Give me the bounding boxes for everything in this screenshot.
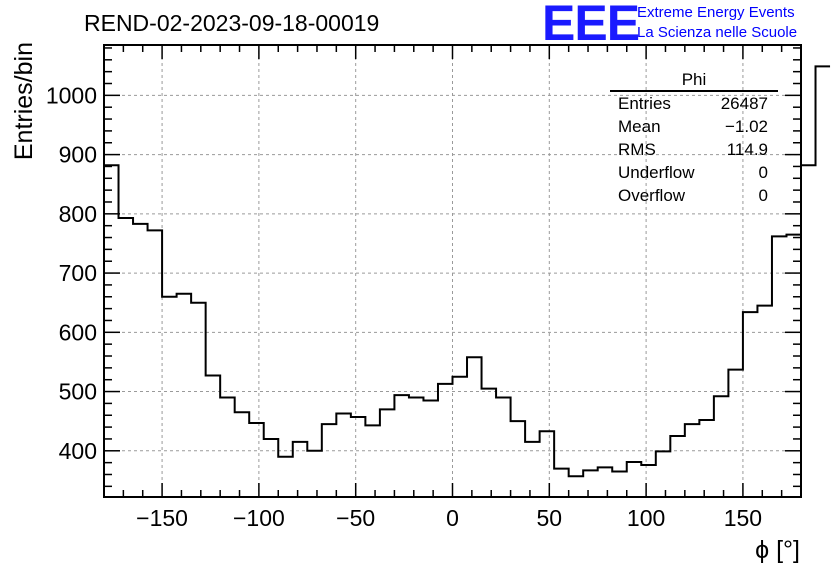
stats-title: Phi <box>610 70 778 92</box>
stats-label: Overflow <box>618 186 686 205</box>
x-tick-label: −50 <box>336 505 375 531</box>
y-tick-label: 700 <box>59 260 97 286</box>
y-axis-title: Entries/bin <box>10 42 38 160</box>
x-tick-label: −150 <box>136 505 188 531</box>
x-tick-label: 150 <box>724 505 762 531</box>
stats-box: Phi Entries 26487 Mean −1.02 RMS 114.9 U… <box>610 70 778 207</box>
stats-label: Mean <box>618 117 661 136</box>
page-title: REND-02-2023-09-18-00019 <box>84 10 380 36</box>
stats-row: Underflow 0 <box>610 161 778 184</box>
y-tick-labels: 400 500 600 700 800 900 1000 <box>46 82 97 463</box>
stats-value: −1.02 <box>724 117 768 136</box>
histogram-line <box>104 65 831 478</box>
x-tick-label: 100 <box>627 505 665 531</box>
y-tick-label: 500 <box>59 379 97 405</box>
y-tick-label: 800 <box>59 201 97 227</box>
eee-logo: EEE <box>542 0 640 51</box>
stats-label: Underflow <box>618 163 695 182</box>
y-tick-label: 400 <box>59 438 97 464</box>
stats-label: RMS <box>618 140 656 159</box>
stats-row: Mean −1.02 <box>610 115 778 138</box>
x-tick-label: −100 <box>233 505 285 531</box>
axis-ticks <box>103 45 802 497</box>
stats-value: 0 <box>758 186 768 205</box>
y-tick-label: 600 <box>59 319 97 345</box>
stats-label: Entries <box>618 94 671 113</box>
x-tick-labels: −150 −100 −50 0 50 100 150 <box>136 505 762 531</box>
y-tick-label: 1000 <box>46 82 97 108</box>
stats-row: RMS 114.9 <box>610 138 778 161</box>
x-tick-label: 0 <box>446 505 459 531</box>
x-axis-title: ϕ [°] <box>755 536 800 564</box>
stats-value: 114.9 <box>726 140 768 159</box>
stats-row: Entries 26487 <box>610 92 778 115</box>
x-tick-label: 50 <box>537 505 563 531</box>
stats-value: 0 <box>758 163 768 182</box>
logo-subtitle-2: La Scienza nelle Scuole <box>637 24 798 41</box>
stats-value: 26487 <box>720 94 768 113</box>
stats-row: Overflow 0 <box>610 184 778 207</box>
logo-subtitle-1: Extreme Energy Events <box>637 4 795 21</box>
y-tick-label: 900 <box>59 142 97 168</box>
